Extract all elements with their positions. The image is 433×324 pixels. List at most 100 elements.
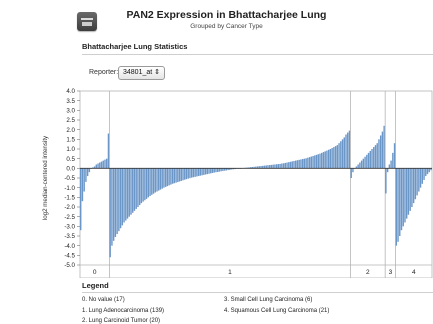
group-label: 0: [93, 269, 97, 276]
bar: [135, 168, 136, 209]
bar: [333, 147, 334, 168]
bar: [406, 168, 407, 218]
bar: [134, 168, 135, 211]
bar: [340, 141, 341, 168]
bar: [409, 168, 410, 211]
reporter-select[interactable]: 34801_at ⇕: [118, 66, 165, 80]
bar: [418, 168, 419, 191]
bar: [389, 164, 390, 168]
bar: [413, 168, 414, 203]
bar: [274, 164, 275, 168]
y-tick-label: -4.0: [64, 243, 75, 250]
bar: [368, 153, 369, 168]
bar: [285, 163, 286, 168]
bar: [361, 161, 362, 169]
legend-item-carcinoid: 2. Lung Carcinoid Tumor (20): [82, 318, 160, 324]
bar: [401, 168, 402, 230]
bar: [165, 168, 166, 187]
bar: [411, 168, 412, 207]
bar: [194, 168, 195, 177]
bar: [201, 168, 202, 175]
bar: [423, 168, 424, 180]
bar: [321, 153, 322, 168]
bar: [295, 161, 296, 169]
y-tick-label: -1.5: [64, 195, 75, 202]
bar: [422, 168, 423, 183]
bar: [83, 168, 84, 191]
bar: [109, 168, 110, 257]
y-axis-title: log2 median-centered intensity: [42, 135, 49, 220]
y-tick-label: -3.0: [64, 224, 75, 231]
bar: [220, 168, 221, 171]
bar: [130, 168, 131, 214]
bar: [149, 168, 150, 196]
bar: [330, 149, 331, 168]
bar: [168, 168, 169, 185]
y-tick-label: 3.5: [66, 98, 75, 105]
bar: [106, 159, 107, 169]
page-subtitle: Grouped by Cancer Type: [0, 23, 433, 30]
bar: [177, 168, 178, 182]
bar: [370, 151, 371, 168]
group-label: 2: [366, 269, 370, 276]
bar: [385, 168, 386, 193]
bar: [108, 134, 109, 169]
bar: [222, 168, 223, 171]
bar: [307, 158, 308, 169]
bar: [181, 168, 182, 181]
bar: [293, 161, 294, 168]
bar: [101, 162, 102, 169]
bar: [153, 168, 154, 193]
y-tick-label: -1.0: [64, 185, 75, 192]
bar: [120, 168, 121, 228]
bar: [366, 155, 367, 169]
bar: [266, 165, 267, 168]
bar: [148, 168, 149, 197]
bar: [357, 164, 358, 168]
bar: [198, 168, 199, 176]
bar: [415, 168, 416, 199]
bar: [403, 168, 404, 226]
bar: [146, 168, 147, 199]
bar: [163, 168, 164, 187]
bar: [116, 168, 117, 234]
stats-divider: [82, 54, 433, 55]
bar: [210, 168, 211, 173]
bar: [323, 152, 324, 168]
y-tick-label: -3.5: [64, 233, 75, 240]
bar: [416, 168, 417, 195]
bar: [160, 168, 161, 189]
bar: [127, 168, 128, 218]
bar: [377, 143, 378, 168]
bar: [279, 164, 280, 168]
bar: [363, 159, 364, 169]
legend-item-adenocarcinoma: 1. Lung Adenocarcinoma (139): [82, 308, 164, 314]
bar: [429, 168, 430, 172]
bar: [359, 163, 360, 169]
bar: [338, 143, 339, 168]
bar: [267, 165, 268, 168]
stats-section-title: Bhattacharjee Lung Statistics: [82, 42, 187, 51]
y-tick-label: 2.5: [66, 117, 75, 124]
bar: [300, 159, 301, 168]
bar: [103, 161, 104, 169]
bar: [351, 168, 352, 178]
bar: [392, 153, 393, 168]
bar: [219, 168, 220, 171]
bar: [297, 160, 298, 168]
bar: [319, 154, 320, 169]
bar: [115, 168, 116, 237]
y-tick-label: 1.0: [66, 146, 75, 153]
bar: [312, 156, 313, 168]
y-tick-label: -2.5: [64, 214, 75, 221]
bar: [167, 168, 168, 186]
bar: [191, 168, 192, 177]
bar: [158, 168, 159, 190]
bar: [215, 168, 216, 172]
bar: [175, 168, 176, 182]
bar: [87, 168, 88, 176]
y-tick-label: 3.0: [66, 108, 75, 115]
legend-title: Legend: [82, 281, 109, 290]
bar: [290, 162, 291, 169]
bar: [118, 168, 119, 231]
